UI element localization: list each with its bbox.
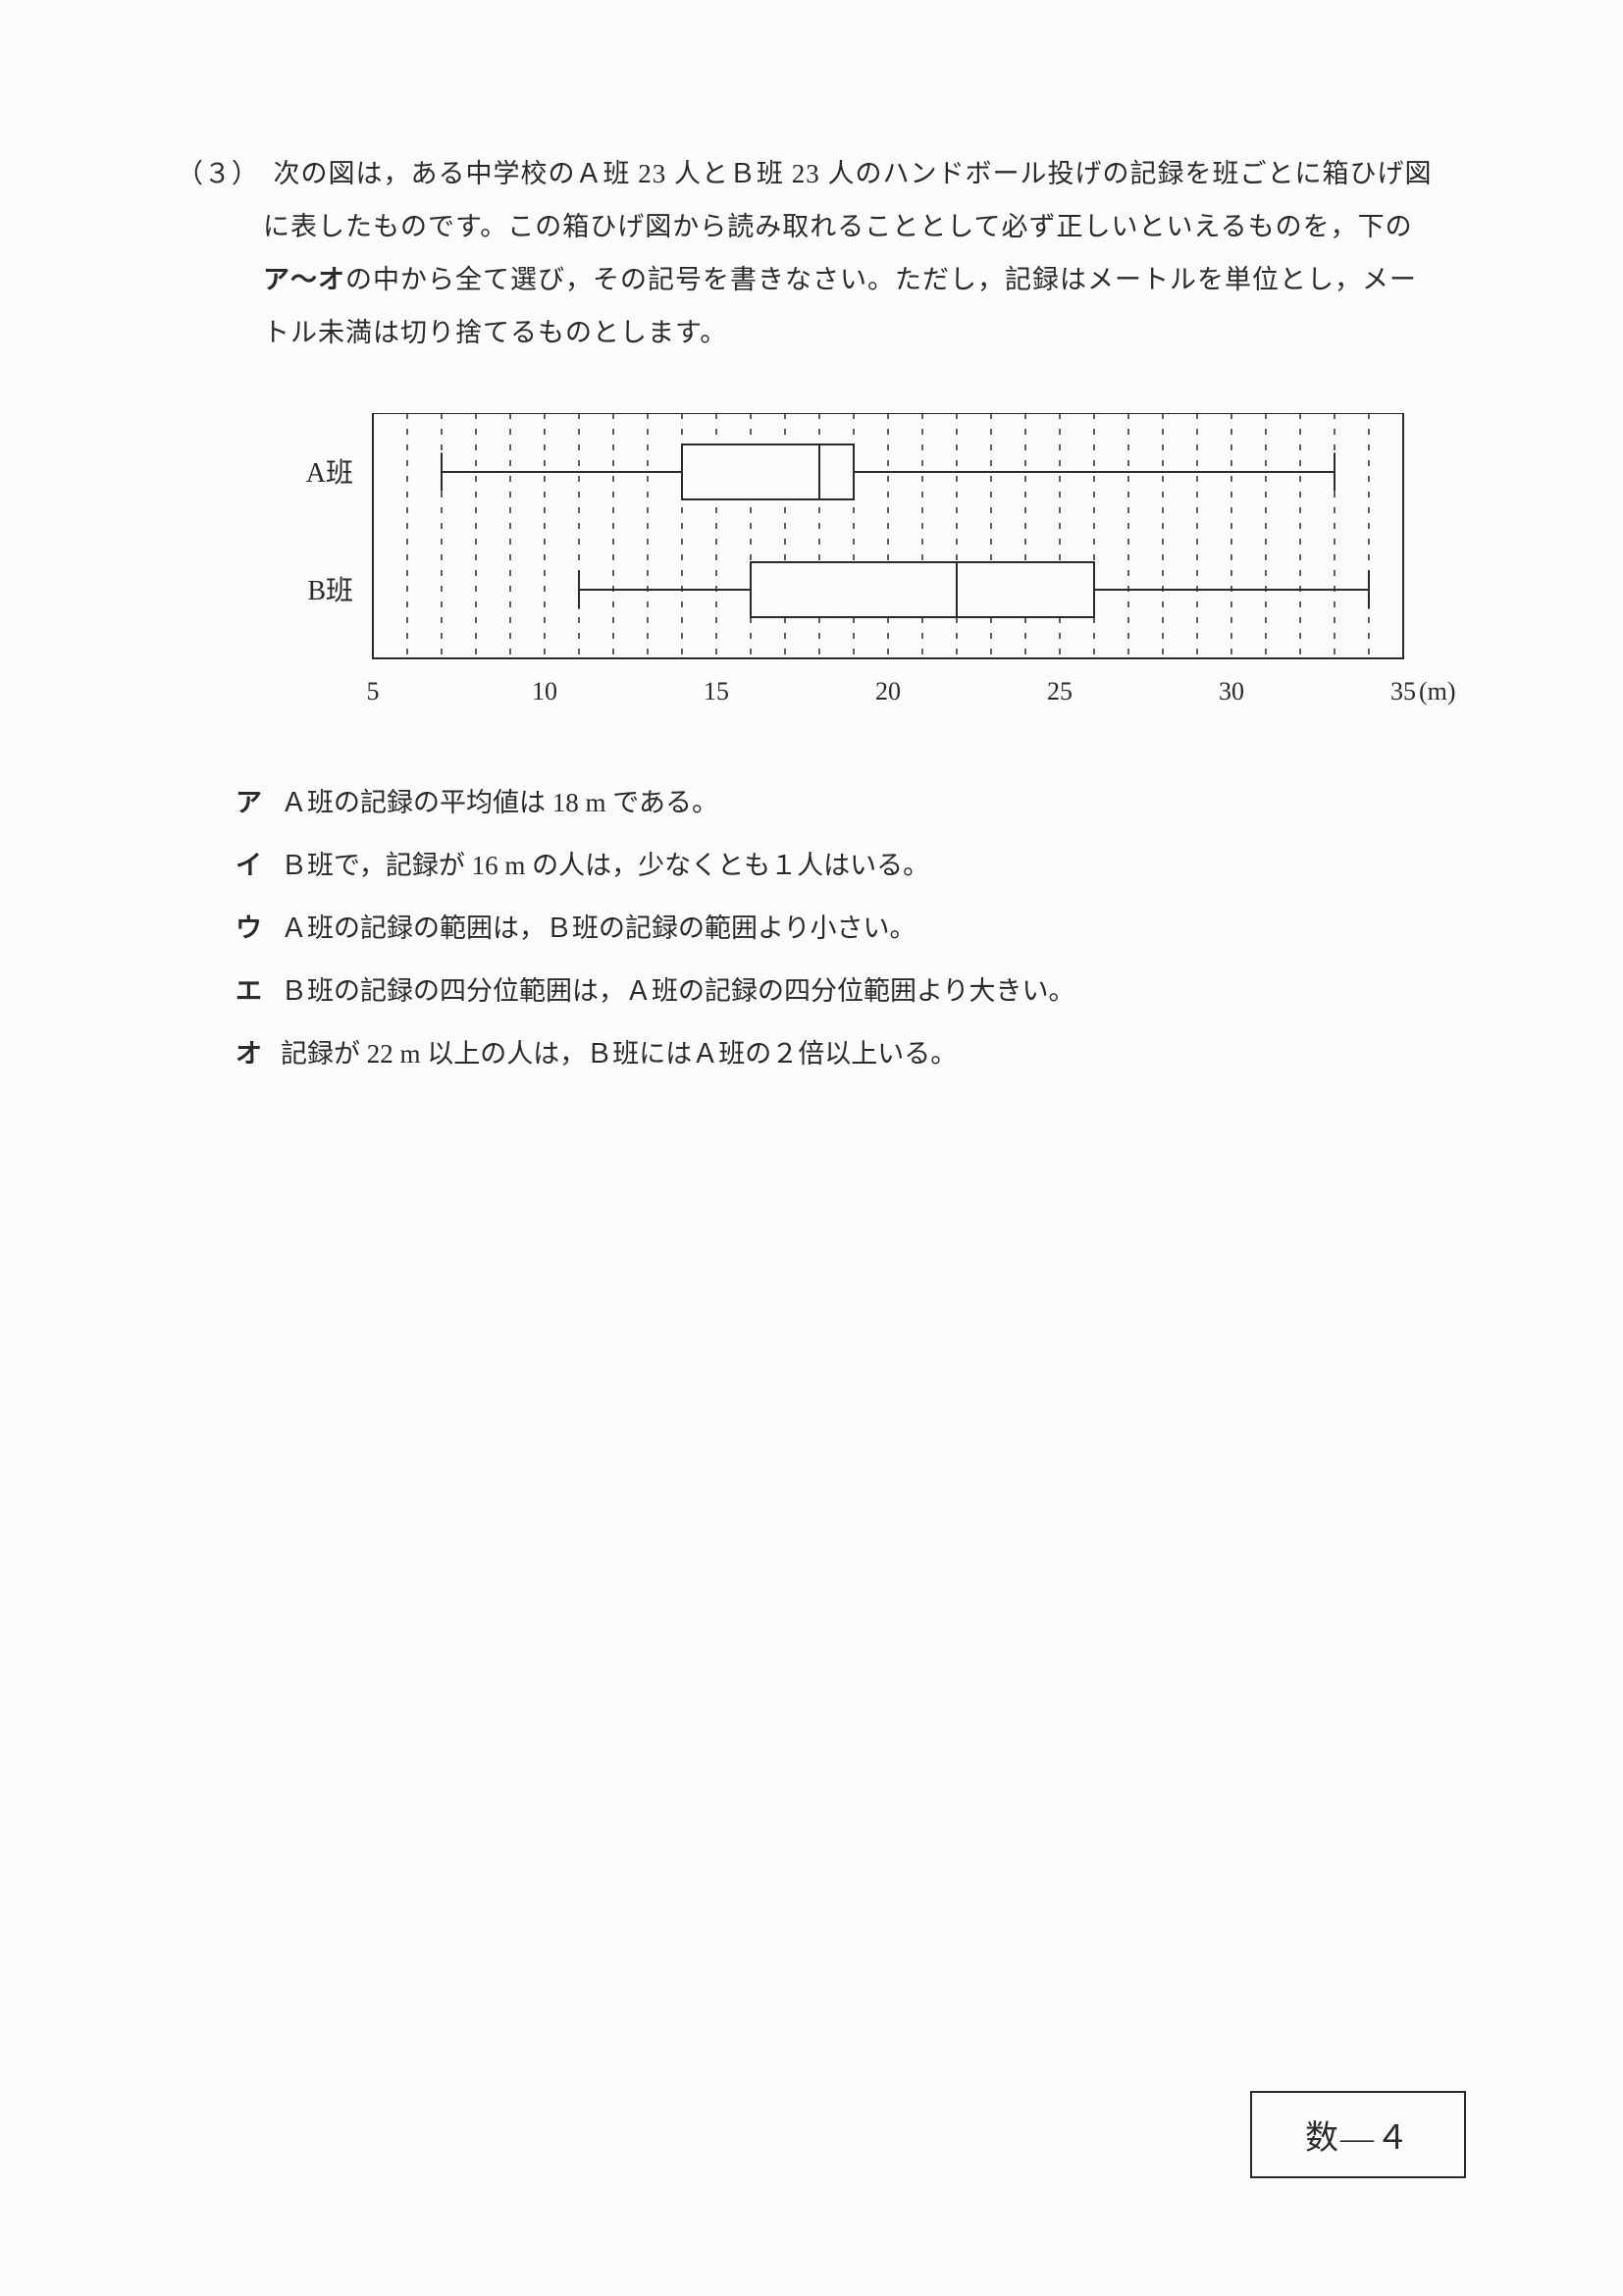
option-row: イＢ班で，記録が 16 m の人は，少なくとも１人はいる。 <box>236 844 1456 889</box>
answer-options: アＡ班の記録の平均値は 18 m である。イＢ班で，記録が 16 m の人は，少… <box>177 781 1456 1076</box>
boxplot-svg: 5 10 15 20 25 30 35(m) A班 B班 <box>294 413 1472 737</box>
svg-text:B班: B班 <box>307 575 353 606</box>
option-row: オ記録が 22 m 以上の人は，Ｂ班にはＡ班の２倍以上いる。 <box>236 1032 1456 1077</box>
option-text: 記録が 22 m 以上の人は，Ｂ班にはＡ班の２倍以上いる。 <box>281 1039 957 1069</box>
option-label: エ <box>236 969 281 1015</box>
option-text: Ｂ班の記録の四分位範囲は，Ａ班の記録の四分位範囲より大きい。 <box>281 976 1074 1006</box>
option-label: オ <box>236 1032 281 1077</box>
svg-text:15: 15 <box>704 677 729 705</box>
q-line4: トル未満は切り捨てるものとします。 <box>263 318 727 347</box>
option-label: イ <box>236 844 281 889</box>
q-line3a: ア～オ <box>263 265 345 294</box>
option-label: ア <box>236 781 281 826</box>
option-row: ウＡ班の記録の範囲は，Ｂ班の記録の範囲より小さい。 <box>236 907 1456 952</box>
option-text: Ｂ班で，記録が 16 m の人は，少なくとも１人はいる。 <box>281 851 929 880</box>
option-label: ウ <box>236 907 281 952</box>
svg-text:A班: A班 <box>306 457 353 489</box>
svg-text:5: 5 <box>367 677 380 705</box>
option-row: エＢ班の記録の四分位範囲は，Ａ班の記録の四分位範囲より大きい。 <box>236 969 1456 1015</box>
question-text: （３） 次の図は，ある中学校のＡ班 23 人とＢ班 23 人のハンドボール投げの… <box>177 147 1456 359</box>
page-number-box: 数―４ <box>1250 2091 1466 2178</box>
option-text: Ａ班の記録の範囲は，Ｂ班の記録の範囲より小さい。 <box>281 913 916 943</box>
svg-text:25: 25 <box>1047 677 1073 705</box>
svg-text:35: 35 <box>1390 677 1416 705</box>
page-root: （３） 次の図は，ある中学校のＡ班 23 人とＢ班 23 人のハンドボール投げの… <box>0 0 1623 1076</box>
option-text: Ａ班の記録の平均値は 18 m である。 <box>281 788 718 817</box>
boxplot-chart: 5 10 15 20 25 30 35(m) A班 B班 <box>294 413 1456 742</box>
q-line1: 次の図は，ある中学校のＡ班 23 人とＢ班 23 人のハンドボール投げの記録を班… <box>246 159 1433 188</box>
q-line2: に表したものです。この箱ひげ図から読み取れることとして必ず正しいといえるものを，… <box>263 212 1413 241</box>
option-row: アＡ班の記録の平均値は 18 m である。 <box>236 781 1456 826</box>
svg-text:30: 30 <box>1219 677 1244 705</box>
svg-text:20: 20 <box>875 677 901 705</box>
page-number: 数―４ <box>1305 2120 1411 2157</box>
svg-text:(m): (m) <box>1419 677 1456 705</box>
q-line3b: の中から全て選び，その記号を書きなさい。ただし，記録はメートルを単位とし，メー <box>345 265 1417 294</box>
svg-text:10: 10 <box>532 677 557 705</box>
question-number: （３） <box>177 159 246 188</box>
